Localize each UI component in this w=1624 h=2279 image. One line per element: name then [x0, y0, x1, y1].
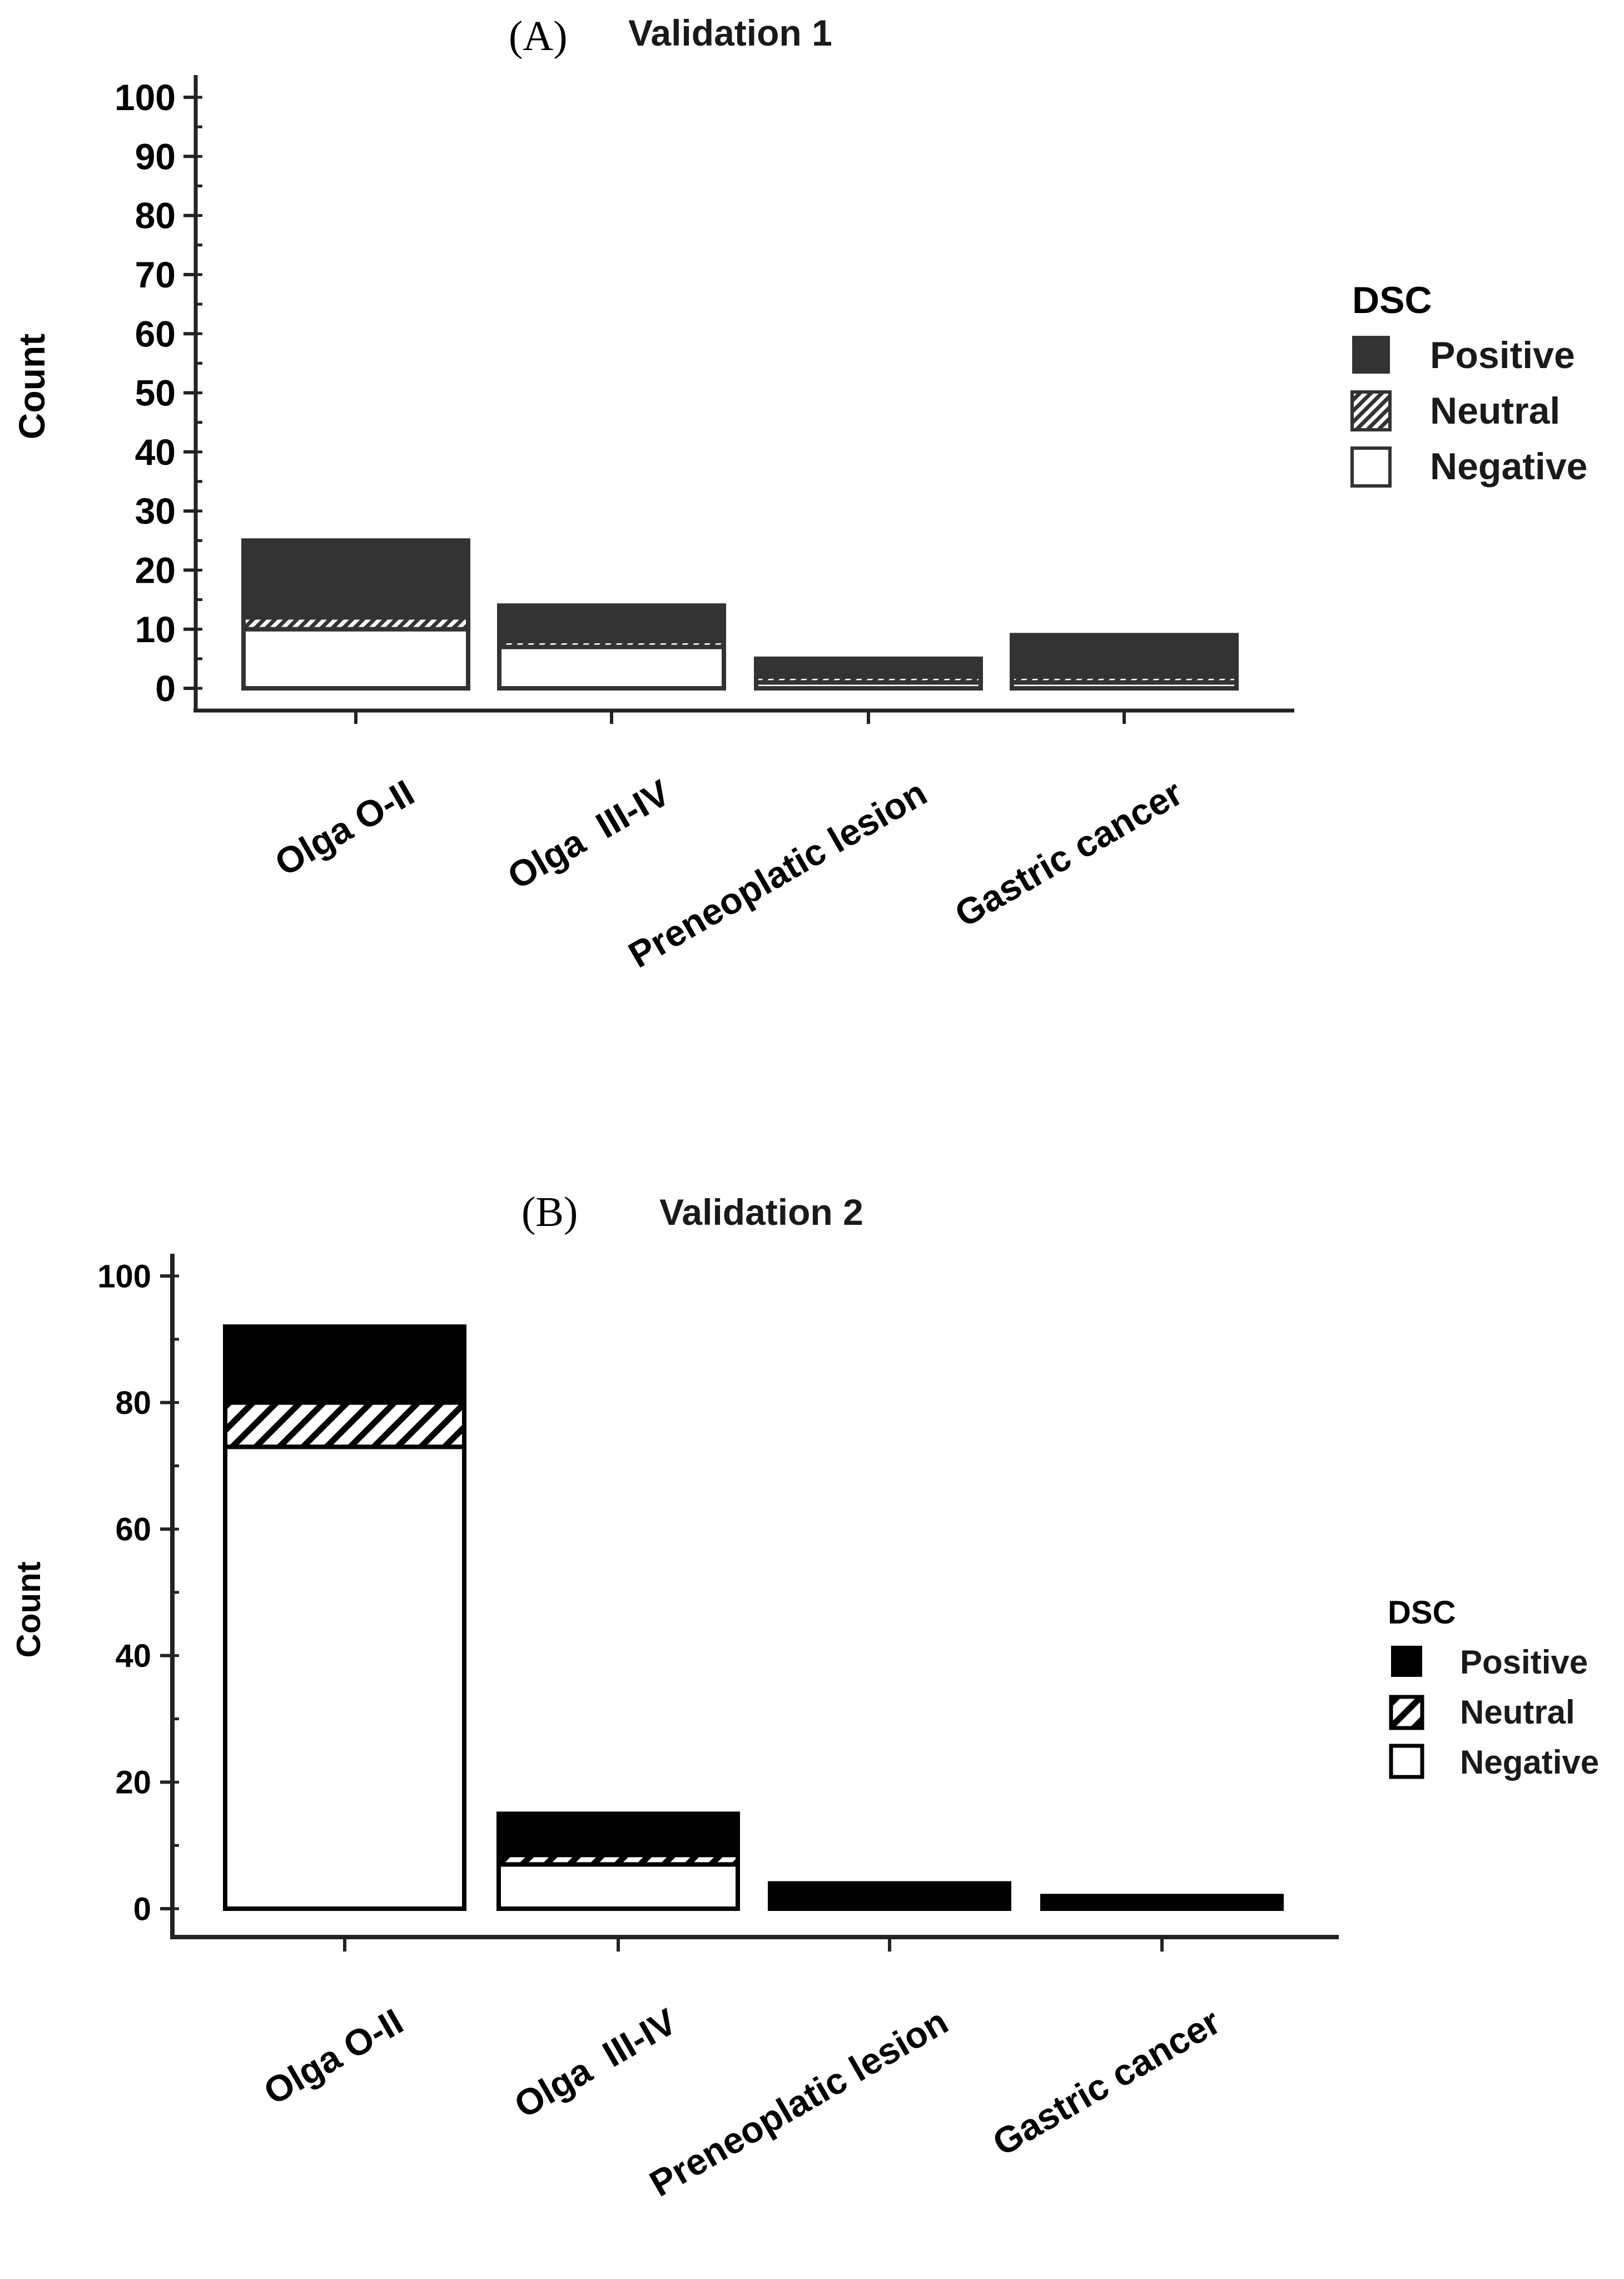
panel-b-legend-swatch-negative — [1389, 1744, 1424, 1779]
panel-a-bar-4-positive — [1010, 633, 1239, 679]
panel-b-tick-labels: 0 20 40 60 80 100 — [97, 1258, 151, 1927]
panel-b-category-label: Gastric cancer — [986, 2000, 1227, 2163]
chart-panel-a: (A) Validation 1 Count 0 10 20 30 40 50 60 70 80… — [11, 12, 1587, 976]
panel-a-title: Validation 1 — [628, 12, 832, 53]
panel-a-label: (A) — [509, 13, 568, 59]
panel-b-legend-positive: Positive — [1460, 1644, 1588, 1681]
panel-b-category-label: Preneoplatic lesion — [643, 2000, 955, 2204]
panel-a-legend-title: DSC — [1352, 279, 1432, 321]
panel-a-y-tick-label: 10 — [135, 609, 176, 650]
panel-b-bar-4-positive — [1040, 1894, 1284, 1911]
panel-a-y-tick-label: 100 — [115, 77, 176, 118]
panel-a-legend-swatch-neutral — [1350, 390, 1392, 431]
panel-a-legend: DSC Positive Neutral Negative — [1350, 279, 1587, 488]
panel-b-bar-1-neutral — [223, 1400, 466, 1449]
panel-a-legend-swatch-positive — [1352, 336, 1390, 374]
panel-b-y-axis-title: Count — [10, 1561, 47, 1657]
panel-a-y-tick-label: 40 — [135, 431, 176, 473]
panel-b-legend-swatch-neutral — [1389, 1695, 1424, 1730]
panel-b-label: (B) — [522, 1189, 578, 1235]
panel-a-bar-2-positive — [497, 603, 726, 643]
panel-b-y-tick-label: 40 — [115, 1638, 151, 1674]
panel-b-bar-2-positive — [496, 1811, 740, 1858]
panel-a-legend-positive: Positive — [1430, 334, 1575, 376]
panel-a-legend-negative: Negative — [1430, 445, 1587, 488]
panel-a-y-tick-label: 30 — [135, 490, 176, 532]
panel-a-y-tick-label: 0 — [155, 668, 176, 709]
panel-a-tick-labels: 0 10 20 30 40 50 60 70 80 90 100 — [115, 77, 176, 709]
panel-b-bars — [223, 1324, 1284, 1911]
panel-b-title: Validation 2 — [659, 1191, 863, 1233]
panel-a-y-tick-label: 70 — [135, 254, 176, 295]
panel-b-bar-3-positive — [768, 1881, 1011, 1911]
panel-a-bars — [241, 538, 1239, 691]
panel-a-y-tick-label: 80 — [135, 195, 176, 236]
panel-b-legend-swatch-positive — [1391, 1646, 1422, 1677]
panel-b-y-tick-label: 0 — [133, 1891, 151, 1927]
panel-a-bar-1-positive — [241, 538, 470, 620]
panel-b-legend-negative: Negative — [1460, 1744, 1599, 1781]
panel-a-legend-swatch-negative — [1350, 446, 1392, 488]
panel-a-y-tick-label: 60 — [135, 313, 176, 354]
panel-b-axes — [160, 1254, 1339, 1952]
panel-b-legend-title: DSC — [1388, 1595, 1456, 1631]
panel-a-y-tick-label: 50 — [135, 373, 176, 414]
panel-b-legend-neutral: Neutral — [1460, 1694, 1575, 1731]
panel-a-category-label: Olga III-IV — [501, 772, 677, 897]
panel-b-legend: DSC Positive Neutral Negative — [1388, 1595, 1599, 1781]
panel-b-y-tick-label: 20 — [115, 1765, 151, 1801]
panel-b-category-label: Olga O-II — [257, 2000, 410, 2113]
panel-a-bar-2-negative — [497, 644, 726, 691]
panel-a-y-tick-label: 20 — [135, 550, 176, 591]
panel-b-bar-2-negative — [496, 1862, 740, 1911]
chart-panel-b: (B) Validation 2 Count 0 20 40 60 80 100 Olga… — [10, 1189, 1599, 2204]
panel-b-bar-1-positive — [223, 1324, 466, 1405]
panel-b-bar-1-negative — [223, 1444, 466, 1911]
panel-a-category-label: Gastric cancer — [948, 772, 1189, 935]
panel-b-y-tick-label: 80 — [115, 1385, 151, 1421]
panel-a-legend-neutral: Neutral — [1430, 390, 1560, 432]
panel-a-y-tick-label: 90 — [135, 136, 176, 177]
panel-b-y-tick-label: 60 — [115, 1512, 151, 1548]
panel-a-bar-1-negative — [241, 627, 470, 691]
panel-b-category-label: Olga III-IV — [508, 2000, 683, 2126]
panel-a-y-axis-title: Count — [11, 334, 52, 440]
panel-a-axes — [183, 75, 1294, 724]
panel-b-y-tick-label: 100 — [97, 1258, 151, 1294]
panel-a-category-label: Olga O-II — [268, 772, 421, 884]
panel-a-bar-3-positive — [754, 656, 983, 679]
